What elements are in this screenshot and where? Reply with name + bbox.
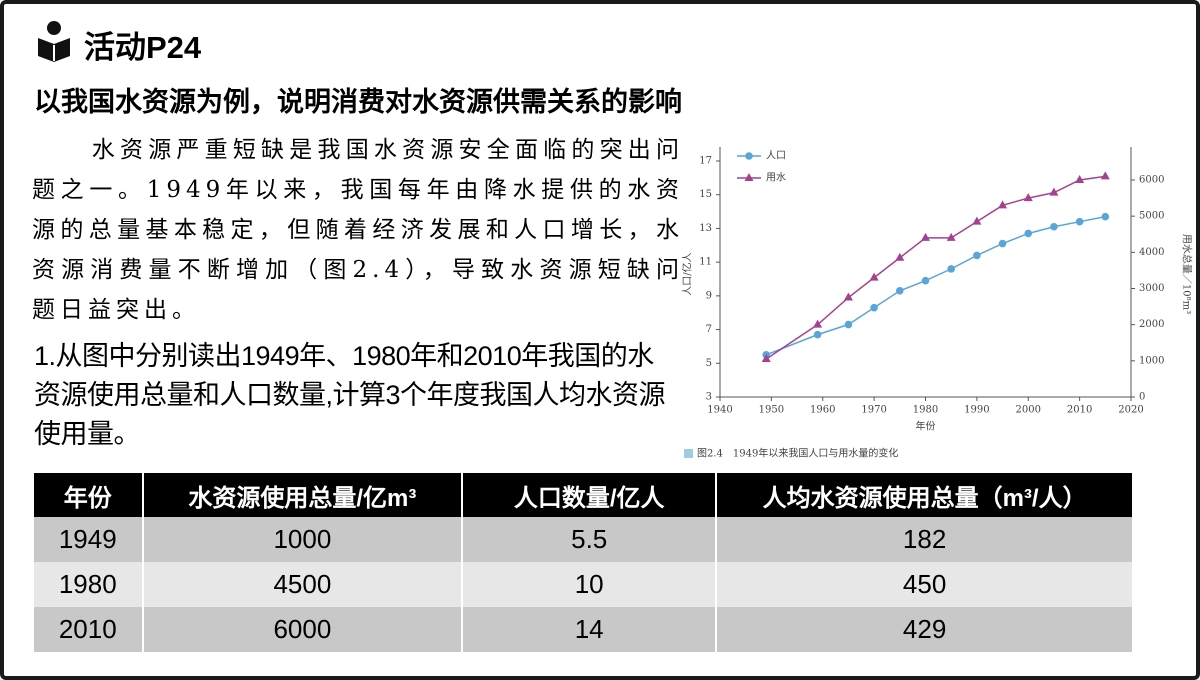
table-cell: 429 bbox=[716, 607, 1134, 652]
point bbox=[921, 232, 930, 241]
header-cell: 人均水资源使用总量（m³/人） bbox=[716, 473, 1134, 517]
header-cell: 年份 bbox=[34, 473, 144, 517]
point bbox=[973, 251, 981, 260]
point bbox=[844, 320, 853, 329]
legend-label: 用水 bbox=[766, 172, 786, 184]
subtitle: 以我国水资源为例，说明消费对水资源供需关系的影响 bbox=[34, 87, 682, 117]
header-cell: 水资源使用总量/亿m³ bbox=[142, 473, 464, 517]
x-tick-label: 1950 bbox=[759, 405, 784, 416]
point bbox=[1049, 187, 1059, 196]
table-cell: 1000 bbox=[142, 517, 464, 562]
table-cell: 5.5 bbox=[462, 517, 718, 562]
y-tick-label: 13 bbox=[699, 223, 712, 234]
x-tick-label: 2010 bbox=[1067, 405, 1092, 416]
header-row: 年份 水资源使用总量/亿m³ 人口数量/亿人 人均水资源使用总量（m³/人） bbox=[34, 473, 1134, 517]
point bbox=[921, 276, 930, 285]
y-tick-label: 3 bbox=[706, 392, 712, 403]
point bbox=[896, 287, 904, 295]
point bbox=[1075, 217, 1084, 226]
y2-tick-label: 0 bbox=[1139, 392, 1145, 403]
point bbox=[813, 330, 822, 339]
x-tick-label: 1990 bbox=[964, 405, 989, 416]
y-tick-label: 5 bbox=[706, 358, 712, 369]
y-tick-label: 7 bbox=[706, 324, 712, 335]
y2-tick-label: 1000 bbox=[1139, 355, 1164, 366]
header-cell: 人口数量/亿人 bbox=[462, 473, 718, 517]
y-tick-label: 15 bbox=[699, 189, 712, 200]
table-cell: 2010 bbox=[34, 607, 144, 652]
activity-icon bbox=[38, 21, 70, 62]
point bbox=[813, 319, 823, 328]
y2-tick-label: 3000 bbox=[1139, 283, 1164, 294]
chart: 1940 1950 1960 1970 1980 1990 2000 2010 2020 3 5 7 9… bbox=[681, 147, 1194, 460]
x-tick-label: 1970 bbox=[861, 405, 886, 416]
chart-caption: 图2.4 1949年以来我国人口与用水量的变化 bbox=[697, 447, 898, 460]
point bbox=[1075, 175, 1085, 183]
x-tick-label: 2020 bbox=[1118, 405, 1143, 416]
table-cell: 14 bbox=[462, 607, 718, 652]
point bbox=[947, 265, 955, 273]
y-tick-label: 17 bbox=[699, 156, 712, 167]
y2-tick-label: 2000 bbox=[1139, 319, 1164, 330]
x-axis-label: 年份 bbox=[916, 420, 936, 433]
point bbox=[1023, 193, 1033, 202]
y2-axis-label: 用水总量／10⁸m³ bbox=[1181, 234, 1194, 314]
y2-tick-label: 6000 bbox=[1139, 175, 1164, 186]
caption-icon bbox=[684, 449, 693, 458]
point bbox=[1100, 171, 1110, 180]
legend-marker bbox=[744, 173, 754, 181]
table-cell: 1949 bbox=[34, 517, 144, 562]
passage: 水资源严重短缺是我国水资源安全面临的突出问题之一。1949年以来，我国每年由降水… bbox=[32, 137, 684, 323]
x-tick-label: 2000 bbox=[1016, 405, 1041, 416]
y2-tick-label: 5000 bbox=[1139, 211, 1164, 222]
x-tick-label: 1960 bbox=[810, 405, 835, 416]
point bbox=[761, 354, 771, 363]
point bbox=[843, 292, 853, 301]
table-cell: 182 bbox=[716, 517, 1134, 562]
x-tick-label: 1940 bbox=[707, 405, 732, 416]
table-cell: 450 bbox=[716, 562, 1134, 607]
point bbox=[870, 303, 878, 312]
y-axis-label: 人口/亿人 bbox=[681, 252, 694, 295]
table-row: 1949 1000 5.5 182 bbox=[34, 517, 1134, 562]
point bbox=[998, 200, 1008, 209]
question: 1.从图中分别读出1949年、1980年和2010年我国的水资源使用总量和人口数… bbox=[34, 341, 666, 449]
y-tick-label: 11 bbox=[699, 257, 712, 268]
table-row: 2010 6000 14 429 bbox=[34, 607, 1134, 652]
point bbox=[1024, 229, 1033, 238]
point bbox=[895, 252, 905, 261]
point bbox=[1050, 222, 1058, 231]
table-cell: 4500 bbox=[142, 562, 464, 607]
point bbox=[946, 232, 956, 241]
point bbox=[998, 239, 1007, 248]
title: 活动P24 bbox=[84, 30, 202, 65]
table-cell: 1980 bbox=[34, 562, 144, 607]
point bbox=[972, 216, 982, 225]
legend-label: 人口 bbox=[766, 150, 786, 162]
legend-marker bbox=[745, 152, 753, 160]
x-tick-label: 1980 bbox=[913, 405, 938, 416]
table-row: 1980 4500 10 450 bbox=[34, 562, 1134, 607]
point bbox=[869, 272, 879, 281]
table-cell: 10 bbox=[462, 562, 718, 607]
data-table: 年份 水资源使用总量/亿m³ 人口数量/亿人 人均水资源使用总量（m³/人） 1949 1… bbox=[34, 473, 1134, 652]
y2-tick-label: 4000 bbox=[1139, 247, 1164, 258]
point bbox=[1101, 212, 1110, 221]
table-cell: 6000 bbox=[142, 607, 464, 652]
y-tick-label: 9 bbox=[706, 290, 712, 301]
